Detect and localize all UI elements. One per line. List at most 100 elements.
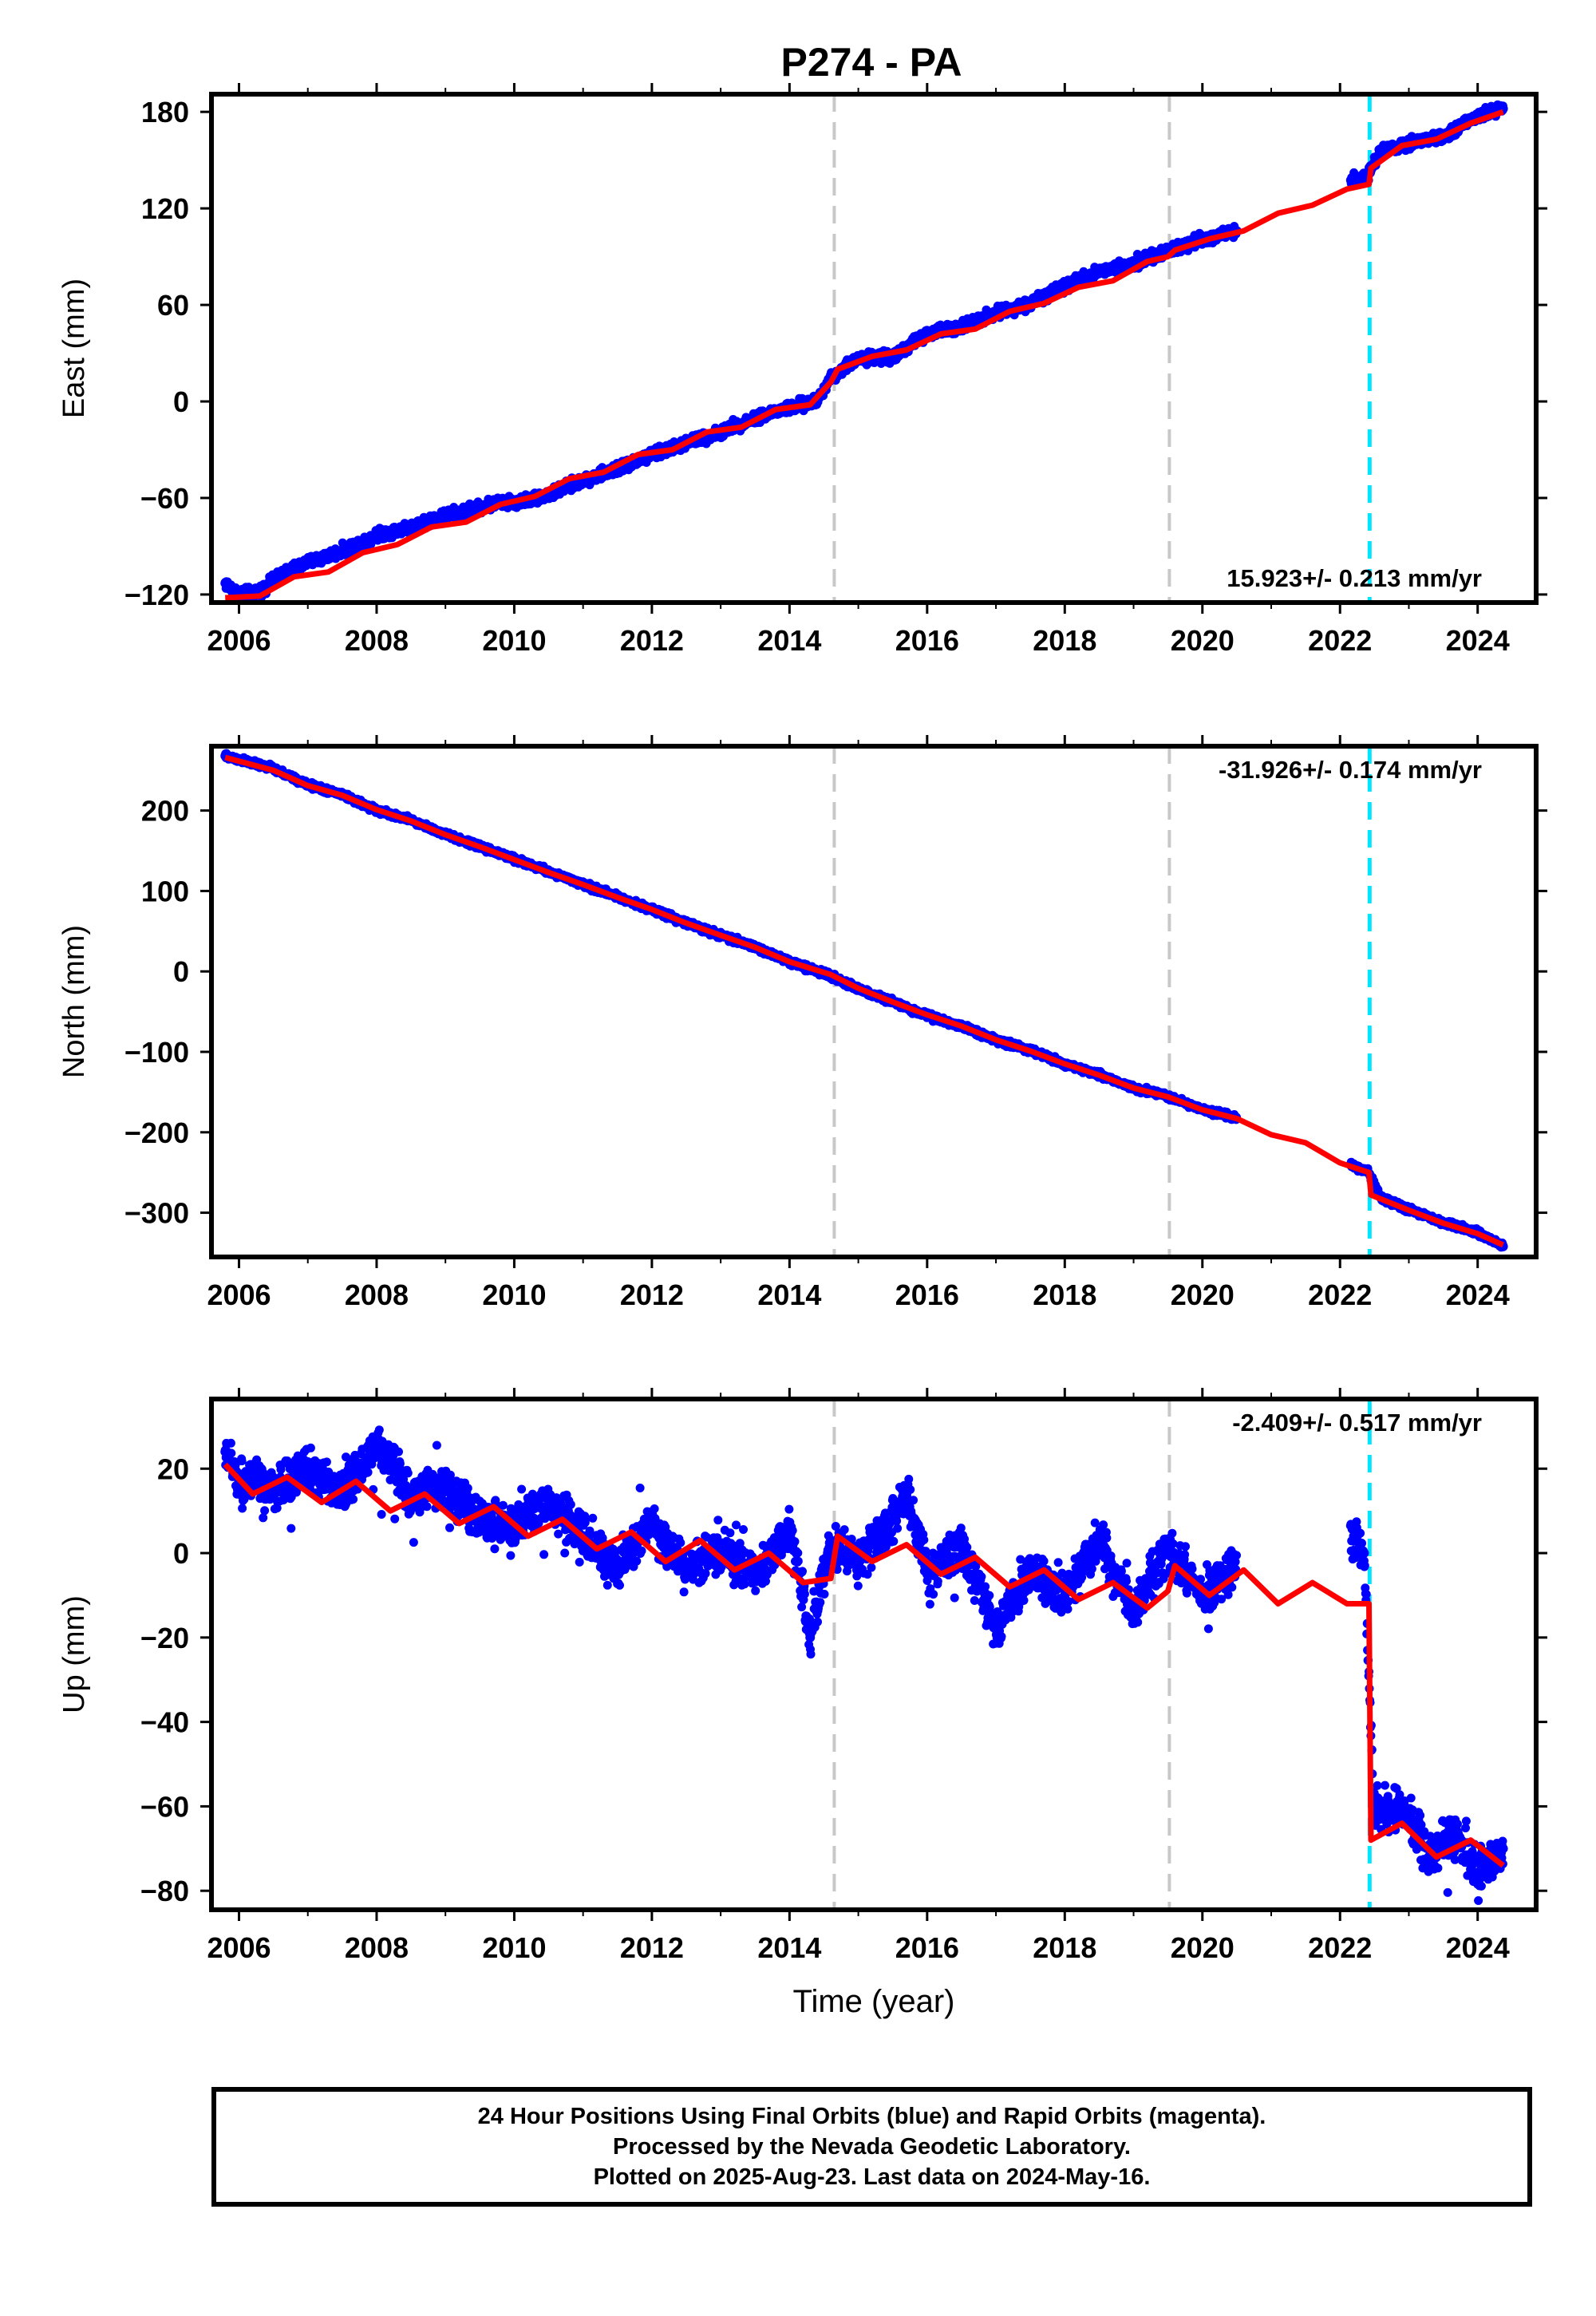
- up-point-38: [1452, 1827, 1462, 1837]
- caption-line-2: Processed by the Nevada Geodetic Laborat…: [613, 2134, 1131, 2160]
- east-xtick-label-2012: 2012: [620, 624, 684, 657]
- caption-line-3: Plotted on 2025-Aug-23. Last data on 202…: [593, 2164, 1151, 2190]
- east-xtick-label-2024: 2024: [1446, 624, 1510, 657]
- up-data: [220, 1425, 1508, 1905]
- east-ytick-label-180: 180: [141, 96, 189, 128]
- north-rate-label: -31.926+/- 0.174 mm/yr: [1219, 756, 1482, 784]
- up-point-12: [612, 1560, 622, 1571]
- up-ytick-label-20: 20: [157, 1452, 189, 1485]
- up-point-30: [1163, 1543, 1173, 1554]
- east-ytick-label-120: 120: [141, 192, 189, 225]
- north-ytick-label--100: −100: [124, 1036, 189, 1069]
- up-ytick-label--60: −60: [140, 1790, 189, 1823]
- up-point-18: [805, 1632, 816, 1642]
- up-xtick-label-2014: 2014: [757, 1931, 821, 1964]
- east-point-34: [1349, 174, 1359, 184]
- east-point-8: [440, 511, 451, 521]
- east-scatter-cloud: [220, 100, 1507, 603]
- east-xtick-label-2016: 2016: [895, 624, 959, 657]
- north-ylabel: North (mm): [57, 925, 91, 1078]
- up-point-0: [220, 1447, 231, 1457]
- north-xtick-label-2018: 2018: [1033, 1279, 1096, 1311]
- east-point-9: [475, 503, 485, 513]
- up-point-20: [853, 1556, 863, 1567]
- east-xtick-label-2014: 2014: [757, 624, 821, 657]
- east-xtick-label-2006: 2006: [207, 624, 271, 657]
- up-point-40: [1498, 1844, 1508, 1854]
- east-model-line: [225, 109, 1504, 601]
- north-xtick-label-2010: 2010: [482, 1279, 546, 1311]
- north-ytick-label--200: −200: [124, 1117, 189, 1149]
- north-xtick-label-2020: 2020: [1171, 1279, 1235, 1311]
- up-rate-label: -2.409+/- 0.517 mm/yr: [1232, 1409, 1482, 1437]
- east-rate-label: 15.923+/- 0.213 mm/yr: [1227, 564, 1482, 592]
- up-ytick-label--80: −80: [140, 1875, 189, 1907]
- east-xtick-label-2018: 2018: [1033, 624, 1096, 657]
- east-xtick-label-2022: 2022: [1308, 624, 1372, 657]
- up-point-7: [440, 1480, 451, 1491]
- up-ylabel: Up (mm): [57, 1595, 91, 1713]
- up-ytick-label-0: 0: [173, 1537, 189, 1570]
- up-xtick-label-2018: 2018: [1033, 1931, 1096, 1964]
- north-scatter-cloud: [220, 749, 1507, 1252]
- up-point-13: [646, 1519, 657, 1529]
- up-xtick-label-2022: 2022: [1308, 1931, 1372, 1964]
- east-xtick-label-2020: 2020: [1171, 624, 1235, 657]
- up-xtick-label-2006: 2006: [207, 1931, 271, 1964]
- up-point-24: [956, 1539, 966, 1550]
- north-ytick-label-200: 200: [141, 795, 189, 828]
- north-ytick-label-100: 100: [141, 875, 189, 907]
- up-point-25: [991, 1624, 1001, 1634]
- east-xtick-label-2008: 2008: [345, 624, 409, 657]
- north-xtick-label-2008: 2008: [345, 1279, 409, 1311]
- north-ytick-label--300: −300: [124, 1197, 189, 1230]
- east-ytick-label--120: −120: [124, 579, 189, 611]
- east-point-7: [406, 522, 417, 532]
- up-point-21: [887, 1514, 898, 1524]
- up-point-22: [901, 1489, 911, 1500]
- up-model-line: [223, 1462, 1505, 1868]
- up-point-15: [716, 1543, 726, 1554]
- up-point-36: [1396, 1801, 1407, 1812]
- east-frame: [209, 92, 1539, 605]
- east-panel: 2006 2008 2010 2012 2014 2016 2018 2020 2022 2024…: [57, 83, 1547, 657]
- up-point-19: [826, 1535, 836, 1546]
- up-point-28: [1094, 1535, 1104, 1546]
- up-point-39: [1472, 1869, 1483, 1879]
- east-point-5: [337, 546, 347, 556]
- up-point-10: [543, 1497, 554, 1508]
- east-point-0: [220, 578, 231, 588]
- east-ytick-label--60: −60: [140, 482, 189, 515]
- up-ytick-label--20: −20: [140, 1622, 189, 1654]
- up-point-29: [1128, 1607, 1139, 1618]
- caption-box: 24 Hour Positions Using Final Orbits (bl…: [211, 2087, 1532, 2207]
- east-xtick-label-2010: 2010: [482, 624, 546, 657]
- east-point-4: [302, 557, 313, 567]
- up-xtick-label-2016: 2016: [895, 1931, 959, 1964]
- up-panel: 2006 2008 2010 2012 2014 2016 2018 2020 2022 2024…: [57, 1388, 1547, 2019]
- up-point-3: [302, 1464, 313, 1474]
- caption-line-1: 24 Hour Positions Using Final Orbits (bl…: [477, 2104, 1266, 2129]
- up-point-16: [750, 1569, 760, 1579]
- north-xtick-label-2024: 2024: [1446, 1279, 1510, 1311]
- up-xlabel: Time (year): [793, 1984, 955, 2019]
- up-xtick-label-2008: 2008: [345, 1931, 409, 1964]
- north-xtick-label-2016: 2016: [895, 1279, 959, 1311]
- north-panel: 2006 2008 2010 2012 2014 2016 2018 2020 2022 2024…: [57, 735, 1547, 1311]
- north-xtick-label-2014: 2014: [757, 1279, 821, 1311]
- east-data: [220, 100, 1508, 603]
- up-point-5: [371, 1438, 381, 1448]
- up-xtick-label-2012: 2012: [620, 1931, 684, 1964]
- up-point-26: [1025, 1565, 1036, 1575]
- east-ylabel: East (mm): [57, 279, 91, 418]
- chart-title: P274 - PA: [781, 40, 962, 85]
- up-xtick-label-2020: 2020: [1171, 1931, 1235, 1964]
- north-xtick-label-2022: 2022: [1308, 1279, 1372, 1311]
- north-data: [220, 749, 1508, 1252]
- up-point-34: [1359, 1548, 1369, 1559]
- up-point-32: [1225, 1565, 1235, 1575]
- east-point-6: [371, 530, 381, 540]
- east-ytick-label-60: 60: [157, 289, 189, 322]
- north-frame: [209, 744, 1539, 1259]
